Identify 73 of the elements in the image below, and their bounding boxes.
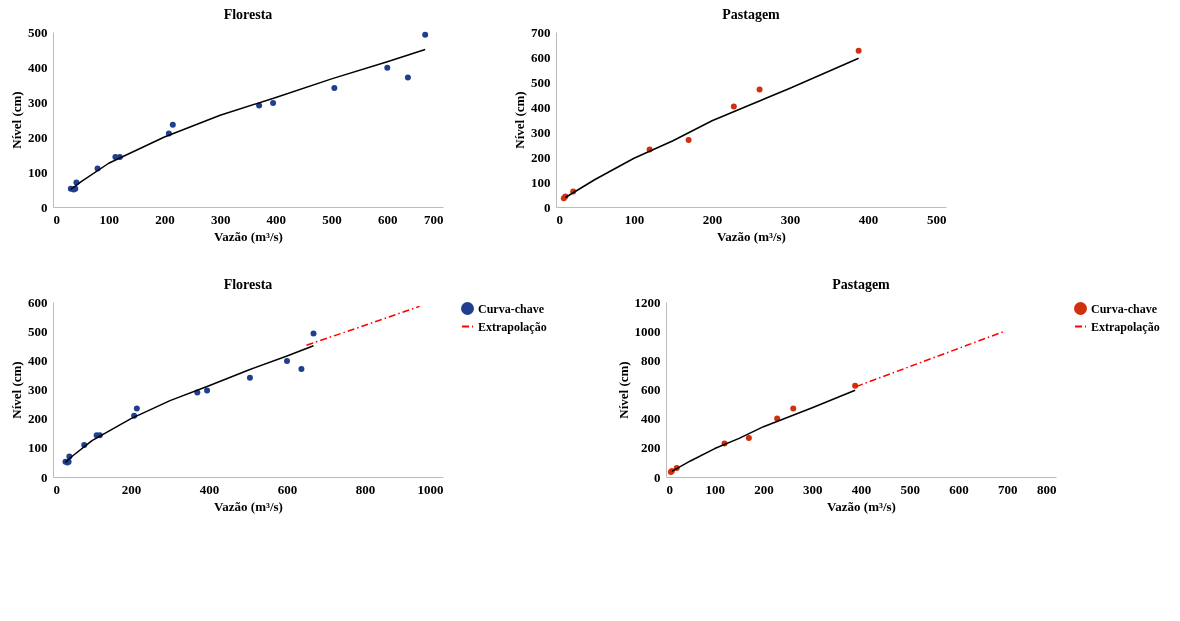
x-tick-label: 600 [949,481,969,497]
legend-label: Curva-chave [1091,301,1158,316]
y-tick-label: 0 [41,469,48,485]
x-tick-label: 300 [210,211,231,227]
y-tick-label: 500 [28,24,48,40]
x-tick-label: 0 [53,211,60,227]
x-tick-label: 800 [1037,481,1057,497]
x-tick-label: 0 [53,481,60,497]
y-tick-label: 200 [641,440,661,456]
y-tick-label: 300 [28,94,48,110]
x-tick-label: 400 [851,481,872,497]
x-tick-label: 500 [927,211,947,227]
y-tick-label: 400 [531,99,551,115]
y-tick-label: 0 [41,199,48,215]
y-tick-label: 200 [28,129,48,145]
x-tick-label: 600 [277,481,298,497]
x-tick-label: 300 [803,481,823,497]
y-tick-label: 700 [531,24,551,40]
y-tick-label: 0 [544,199,551,215]
chart-title: Pastagem [722,7,781,22]
y-axis-title: Nível (cm) [9,361,24,419]
x-tick-label: 200 [155,211,175,227]
y-tick-label: 600 [28,294,48,310]
x-tick-label: 400 [266,211,287,227]
y-axis-title: Nível (cm) [615,361,631,419]
x-axis-title: Vazão (m³/s) [827,498,896,514]
chart-title: Floresta [223,7,273,22]
y-tick-label: 400 [28,352,48,368]
y-tick-label: 200 [28,411,48,427]
x-tick-label: 100 [99,211,119,227]
y-tick-label: 500 [28,323,48,339]
x-tick-label: 200 [754,481,774,497]
x-tick-label: 300 [780,211,801,227]
x-tick-label: 1000 [417,481,444,497]
y-axis-title: Nível (cm) [512,91,527,149]
legend-label: Extrapolação [1091,319,1160,334]
y-tick-label: 100 [28,440,48,456]
x-tick-label: 0 [666,481,673,497]
y-tick-label: 600 [641,382,661,397]
y-tick-label: 300 [531,124,551,140]
x-tick-label: 500 [322,211,342,227]
y-tick-label: 400 [28,59,48,75]
x-tick-label: 700 [424,211,444,227]
y-tick-label: 400 [641,411,661,427]
x-tick-label: 100 [705,481,725,497]
y-tick-label: 100 [531,174,551,190]
y-tick-label: 1000 [634,323,661,339]
y-tick-label: 100 [28,164,48,180]
y-tick-label: 0 [654,469,661,485]
chart-title: Floresta [223,277,273,292]
x-tick-label: 800 [355,481,376,497]
x-tick-label: 100 [624,211,645,227]
y-tick-label: 800 [641,352,661,368]
chart-title: Pastagem [832,277,891,292]
y-tick-label: 500 [531,74,551,90]
y-tick-label: 600 [531,49,551,65]
legend-label: Extrapolação [478,319,547,334]
y-tick-label: 1200 [634,294,661,310]
x-tick-label: 700 [998,481,1018,497]
y-tick-label: 200 [531,149,551,165]
x-tick-label: 600 [378,211,398,227]
x-tick-label: 500 [900,481,920,497]
x-axis-title: Vazão (m³/s) [214,228,283,244]
legend-label: Curva-chave [478,301,545,316]
x-tick-label: 0 [556,211,563,227]
x-axis-title: Vazão (m³/s) [214,498,283,514]
x-tick-label: 200 [702,211,723,227]
x-axis-title: Vazão (m³/s) [717,228,786,244]
x-tick-label: 400 [858,211,879,227]
y-tick-label: 300 [28,382,48,397]
x-tick-label: 200 [121,481,142,497]
y-axis-title: Nível (cm) [9,91,24,149]
x-tick-label: 400 [199,481,220,497]
